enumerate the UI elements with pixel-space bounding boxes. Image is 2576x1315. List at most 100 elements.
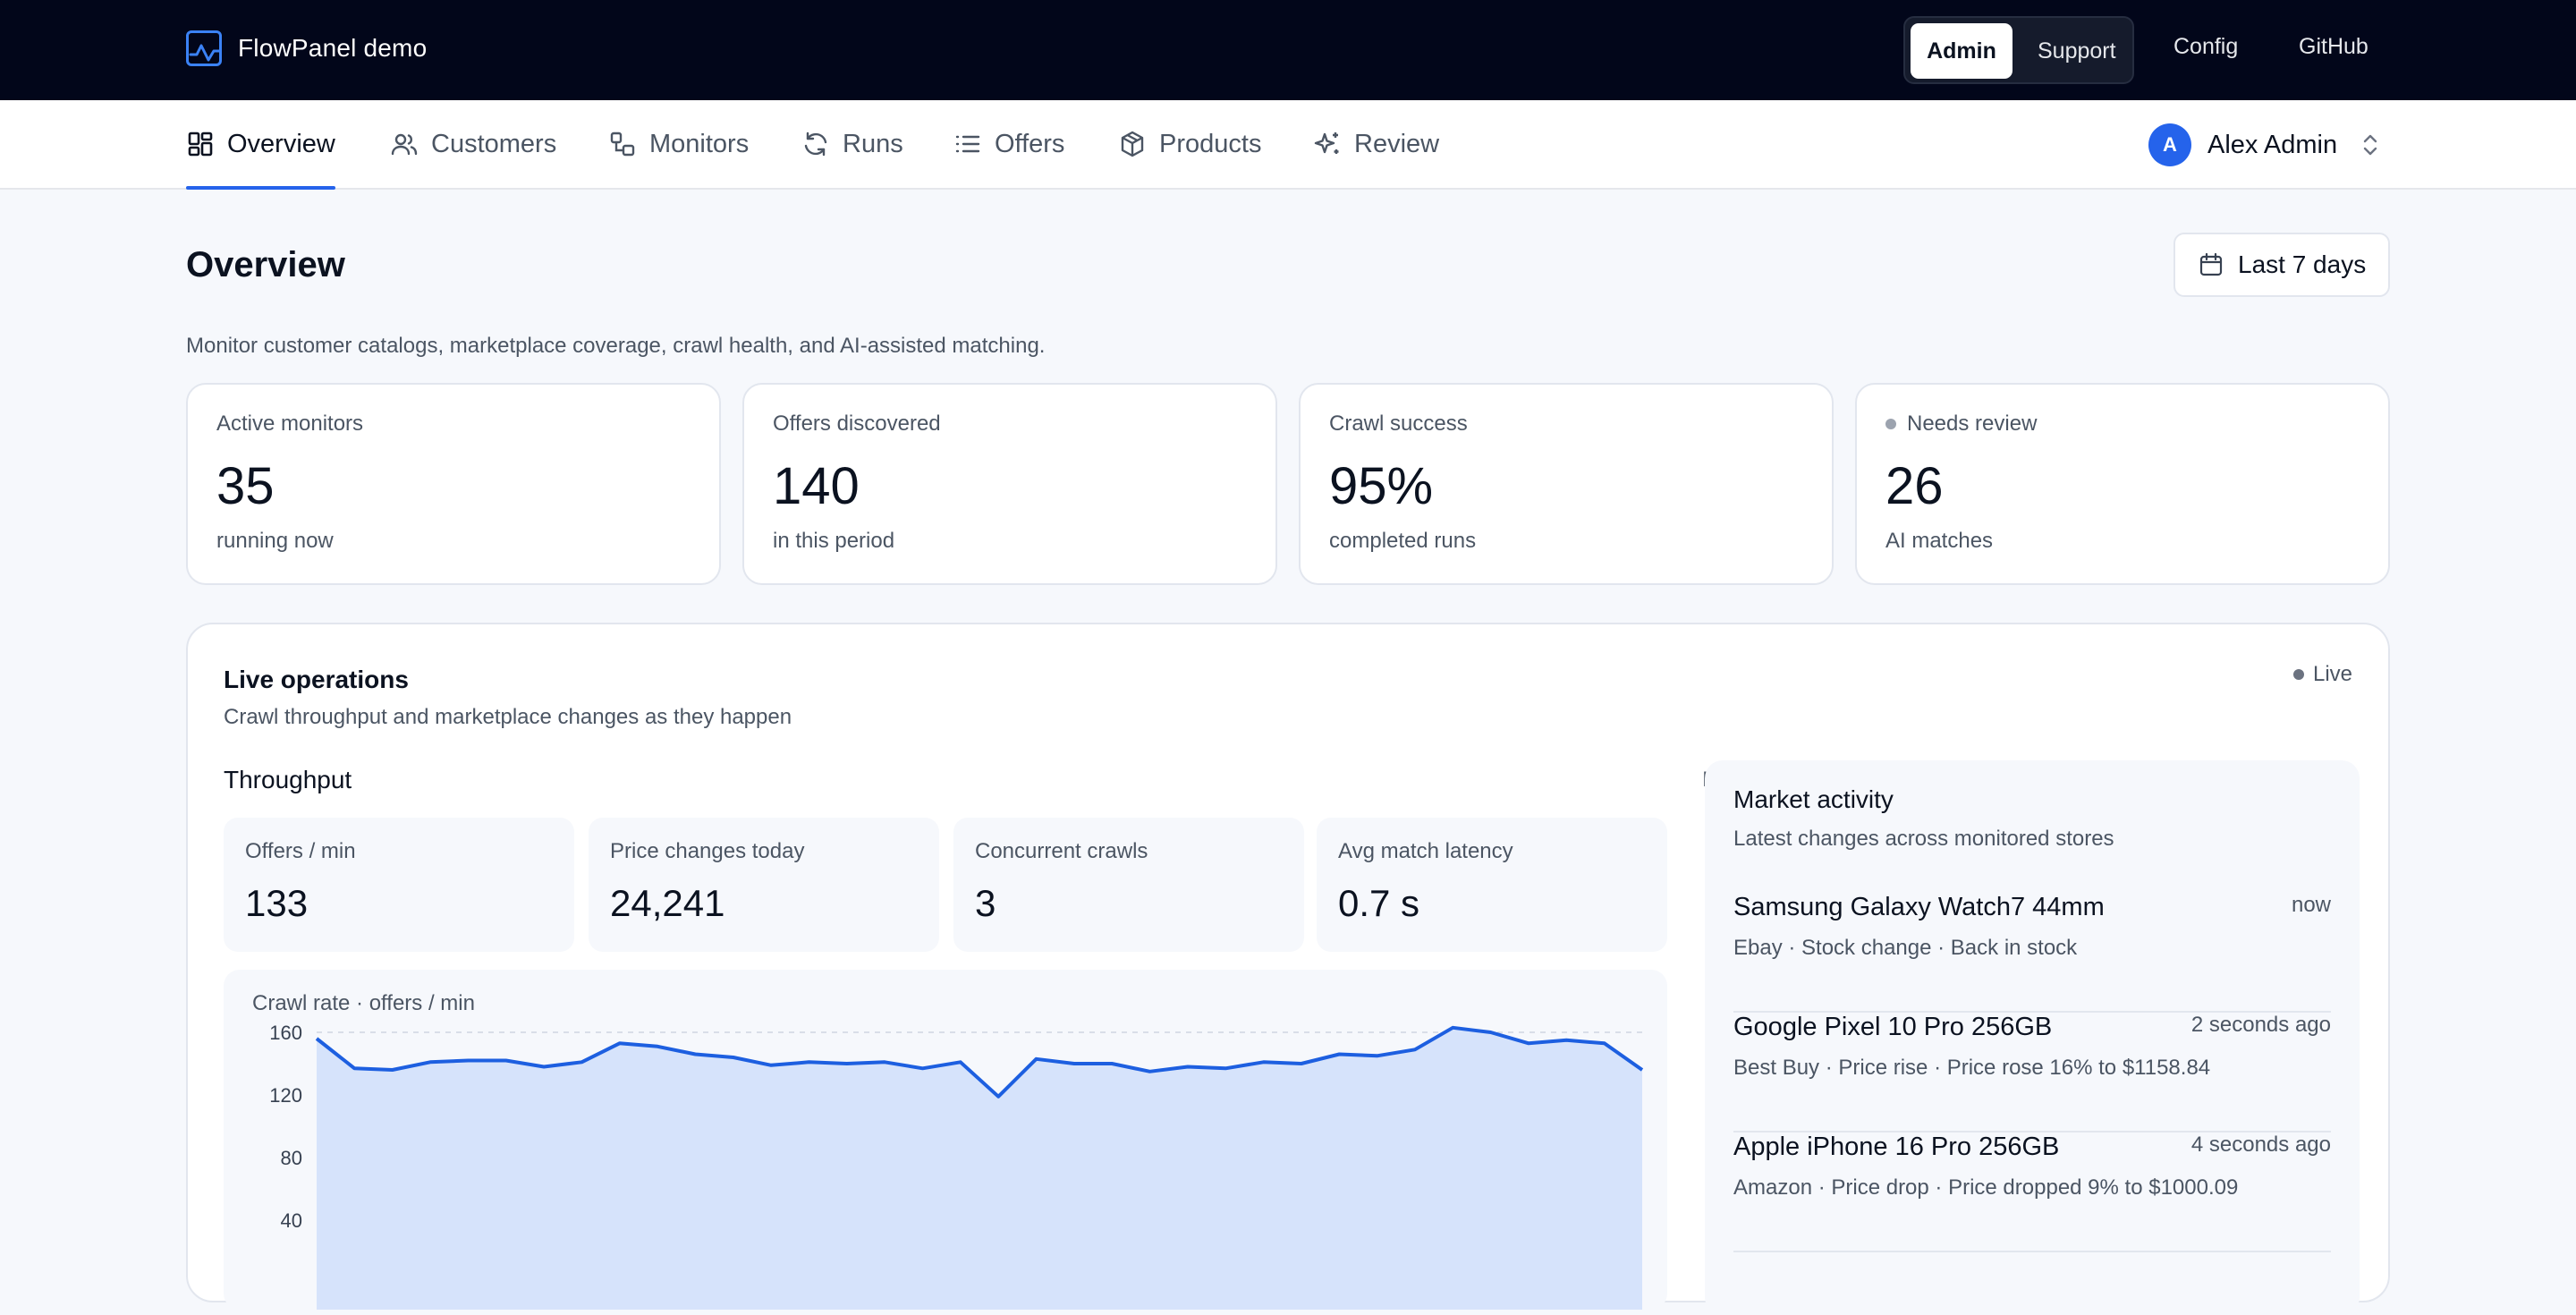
github-link[interactable]: GitHub <box>2299 34 2368 59</box>
tab-overview-label: Overview <box>227 129 335 158</box>
tab-monitors-label: Monitors <box>649 129 750 158</box>
users-icon <box>391 133 418 156</box>
status-dot <box>1885 419 1896 429</box>
calendar-icon <box>2199 252 2223 276</box>
stat-label: Crawl success <box>1329 411 1468 436</box>
activity-time: 4 seconds ago <box>2190 1133 2331 1157</box>
metric-value: 24,241 <box>610 882 725 924</box>
crawl-rate-chart: 160 120 80 40 Crawl rate · offers / min <box>224 970 1667 1310</box>
metric-avg-match-latency: Avg match latency 0.7 s <box>1317 818 1667 952</box>
metric-offers-per-min: Offers / min 133 <box>224 818 574 952</box>
tab-monitors[interactable]: Monitors <box>608 100 749 188</box>
tab-offers-label: Offers <box>995 129 1065 158</box>
chevron-up-down-icon <box>2363 134 2377 156</box>
main-nav: Overview Customers Monitors Runs Offers … <box>0 100 2576 190</box>
monitors-icon <box>610 132 635 157</box>
y-tick-label: 40 <box>281 1209 302 1232</box>
activity-meta: Best Buy · Price rise · Price rose 16% t… <box>1733 1056 2211 1080</box>
metric-value: 0.7 s <box>1338 882 1420 924</box>
metric-value: 133 <box>245 882 309 924</box>
page-description: Monitor customer catalogs, marketplace c… <box>186 334 1046 358</box>
tab-products[interactable]: Products <box>1118 100 1261 188</box>
stat-sub: running now <box>216 529 334 553</box>
stat-value: 26 <box>1885 457 1944 515</box>
role-switch: Admin Support <box>1903 16 2134 84</box>
stat-value: 95% <box>1329 457 1434 515</box>
market-activity-panel: Market activity Latest changes across mo… <box>1705 760 2360 1315</box>
y-tick-label: 120 <box>269 1084 302 1107</box>
live-operations-panel: Live operations Crawl throughput and mar… <box>186 623 2390 1315</box>
activity-item[interactable]: Samsung Galaxy Watch7 44mm now Ebay · St… <box>1733 893 2331 1013</box>
brand-name: FlowPanel demo <box>238 34 428 62</box>
user-menu[interactable]: A Alex Admin <box>2148 123 2380 166</box>
activity-item[interactable]: Google Pixel 10 Pro 256GB 2 seconds ago … <box>1733 1013 2331 1133</box>
tab-runs[interactable]: Runs <box>801 100 903 188</box>
metric-price-changes: Price changes today 24,241 <box>589 818 939 952</box>
activity-product: Samsung Galaxy Watch7 44mm <box>1733 893 2105 921</box>
crawl-rate-line <box>315 1025 1644 1099</box>
live-dot <box>2292 669 2304 680</box>
metric-label: Avg match latency <box>1338 839 1513 863</box>
tab-offers[interactable]: Offers <box>953 100 1064 188</box>
box-icon <box>1121 131 1144 157</box>
stat-sub: AI matches <box>1885 529 1994 553</box>
date-range-label: Last 7 days <box>2238 250 2367 278</box>
metric-label: Offers / min <box>245 839 356 863</box>
tab-overview[interactable]: Overview <box>186 100 335 190</box>
live-badge: Live <box>2292 662 2352 687</box>
user-name: Alex Admin <box>2207 130 2338 159</box>
market-activity-subtitle: Latest changes across monitored stores <box>1733 827 2114 851</box>
tab-customers[interactable]: Customers <box>390 100 556 188</box>
brand[interactable]: FlowPanel demo <box>186 30 427 66</box>
role-support-button[interactable]: Support <box>2038 38 2116 64</box>
metric-concurrent-crawls: Concurrent crawls 3 <box>953 818 1304 952</box>
y-tick-label: 160 <box>269 1022 302 1044</box>
stat-label: Offers discovered <box>773 411 941 436</box>
crawl-rate-chart-svg: 160 120 80 40 <box>269 1022 1644 1310</box>
activity-product: Google Pixel 10 Pro 256GB <box>1733 1013 2053 1041</box>
role-admin-button[interactable]: Admin <box>1911 23 2012 79</box>
live-title: Live operations <box>224 666 409 693</box>
list-icon <box>955 135 980 153</box>
chart-title: Crawl rate · offers / min <box>252 991 475 1015</box>
throughput-title: Throughput <box>224 766 352 793</box>
y-tick-label: 80 <box>281 1147 302 1169</box>
activity-time: now <box>2291 893 2331 917</box>
activity-chart-icon <box>186 30 222 66</box>
activity-meta: Ebay · Stock change · Back in stock <box>1733 936 2078 960</box>
crawl-rate-area <box>317 1027 1642 1310</box>
tab-customers-label: Customers <box>431 129 557 158</box>
market-activity-title: Market activity <box>1733 785 1894 813</box>
sparkles-icon <box>1314 132 1339 154</box>
activity-time: 2 seconds ago <box>2190 1013 2331 1037</box>
live-badge-label: Live <box>2312 662 2352 686</box>
tab-review[interactable]: Review <box>1313 100 1439 188</box>
top-bar: FlowPanel demo Admin Support Config GitH… <box>0 0 2576 100</box>
stat-sub: in this period <box>773 529 895 553</box>
metric-label: Concurrent crawls <box>975 839 1148 863</box>
tab-review-label: Review <box>1354 129 1440 158</box>
tab-runs-label: Runs <box>843 129 903 158</box>
config-link[interactable]: Config <box>2174 34 2239 59</box>
stat-card-offers-discovered: Offers discovered 140 in this period <box>742 383 1277 585</box>
stat-value: 140 <box>773 457 860 515</box>
stat-label: Active monitors <box>216 411 364 436</box>
stat-card-active-monitors: Active monitors 35 running now <box>186 383 721 585</box>
metric-label: Price changes today <box>610 839 805 863</box>
date-range-button[interactable]: Last 7 days <box>2174 233 2390 297</box>
stat-label: Needs review <box>1907 411 2038 436</box>
tab-products-label: Products <box>1159 129 1262 158</box>
refresh-icon <box>804 132 827 157</box>
metric-value: 3 <box>975 882 996 924</box>
activity-product: Apple iPhone 16 Pro 256GB <box>1733 1133 2060 1161</box>
activity-meta: Amazon · Price drop · Price dropped 9% t… <box>1733 1175 2239 1200</box>
stat-label-row: Needs review <box>1885 411 2360 437</box>
stat-card-needs-review[interactable]: Needs review 26 AI matches <box>1855 383 2390 585</box>
activity-item[interactable]: Apple iPhone 16 Pro 256GB 4 seconds ago … <box>1733 1133 2331 1252</box>
avatar: A <box>2148 123 2191 166</box>
dashboard-icon <box>188 132 213 157</box>
stat-card-crawl-success: Crawl success 95% completed runs <box>1299 383 1834 585</box>
page-title: Overview <box>186 245 345 284</box>
live-subtitle: Crawl throughput and marketplace changes… <box>224 705 792 729</box>
stat-sub: completed runs <box>1329 529 1477 553</box>
